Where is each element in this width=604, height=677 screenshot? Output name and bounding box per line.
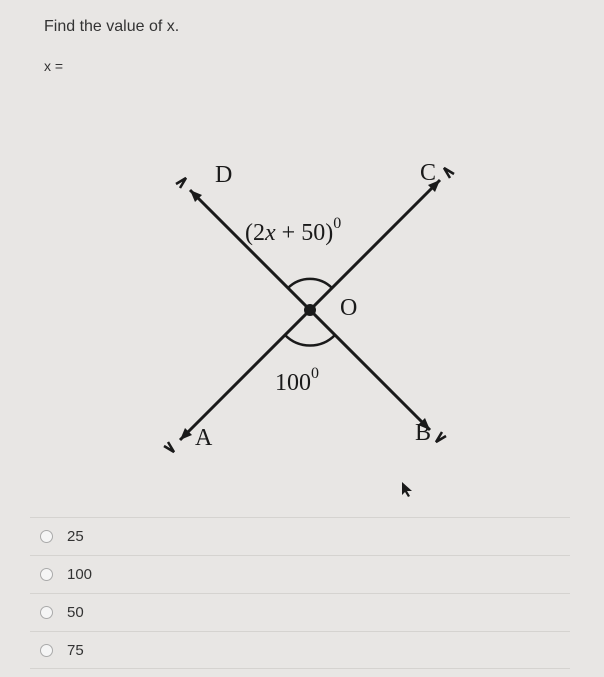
- radio-icon[interactable]: [40, 644, 53, 657]
- option-row[interactable]: 50: [30, 593, 570, 631]
- answer-options-list: 25 100 50 75: [30, 517, 570, 669]
- option-row[interactable]: 100: [30, 555, 570, 593]
- question-title: Find the value of x.: [44, 18, 179, 36]
- arrow-A: [164, 428, 192, 452]
- label-O: O: [340, 295, 357, 321]
- angle-label-top: (2x + 50)0: [245, 215, 341, 246]
- radio-icon[interactable]: [40, 530, 53, 543]
- label-C: C: [420, 160, 436, 186]
- arrow-D: [176, 178, 202, 202]
- center-point-O: [304, 304, 316, 316]
- diagram-svg: D C A B O (2x + 50)0 1000: [120, 140, 500, 460]
- radio-icon[interactable]: [40, 568, 53, 581]
- option-label: 50: [67, 604, 84, 621]
- arc-bottom-angle: [285, 335, 335, 346]
- arc-top-angle: [288, 279, 332, 288]
- option-row[interactable]: 25: [30, 517, 570, 555]
- cursor-icon: [400, 480, 414, 503]
- option-label: 75: [67, 642, 84, 659]
- angle-diagram: D C A B O (2x + 50)0 1000: [120, 140, 500, 460]
- radio-icon[interactable]: [40, 606, 53, 619]
- label-B: B: [415, 420, 431, 446]
- question-prompt: x =: [44, 58, 63, 74]
- option-row[interactable]: 75: [30, 631, 570, 669]
- angle-label-bottom: 1000: [275, 365, 319, 396]
- option-label: 25: [67, 528, 84, 545]
- label-A: A: [195, 425, 213, 451]
- option-label: 100: [67, 566, 92, 583]
- label-D: D: [215, 162, 232, 188]
